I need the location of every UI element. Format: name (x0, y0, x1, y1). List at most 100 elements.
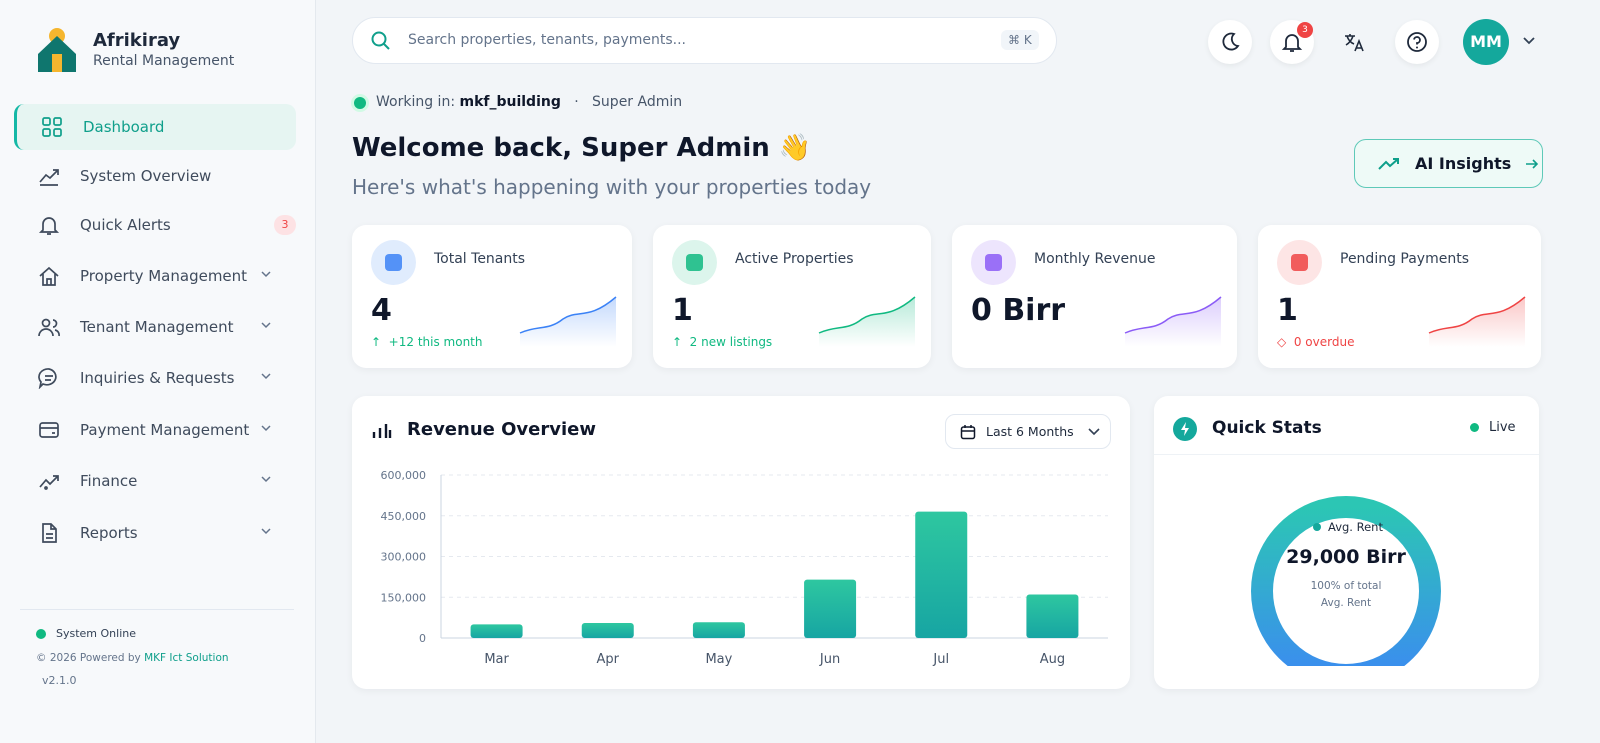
donut (1251, 496, 1441, 666)
stat-card: Total Tenants 4 ↑ +12 this month (352, 225, 632, 368)
copyright: © 2026 Powered by MKF Ict Solution (36, 652, 229, 664)
sparkline (1428, 296, 1526, 347)
revenue-panel: Revenue Overview Last 6 Months 0 150,000 3… (352, 396, 1130, 689)
nav-chevron (261, 322, 271, 329)
stat-glyph (985, 254, 1002, 271)
nav-icon (39, 169, 59, 186)
stat-change: ↑ 2 new listings (672, 335, 773, 349)
nav-item[interactable]: Tenant Management (14, 304, 296, 350)
metric-label: Avg. Rent (1328, 520, 1383, 534)
nav-label: Inquiries & Requests (80, 369, 235, 387)
nav-item[interactable]: Inquiries & Requests (14, 355, 296, 401)
search-icon (371, 31, 390, 50)
avatar[interactable]: MM (1463, 19, 1509, 65)
separator: · (574, 94, 579, 110)
live-label: Live (1489, 420, 1516, 435)
bell-icon (1281, 34, 1303, 52)
notification-badge: 3 (1297, 22, 1313, 38)
stat-glyph (686, 254, 703, 271)
help[interactable] (1395, 20, 1439, 64)
help-icon (1407, 32, 1427, 52)
x-tick-label: Mar (484, 652, 509, 667)
system-status: System Online (56, 627, 136, 640)
search-box[interactable]: Search properties, tenants, payments... … (352, 17, 1057, 64)
chart-title: Revenue Overview (407, 419, 596, 440)
stat-value: 0 Birr (971, 293, 1066, 328)
nav-label: Quick Alerts (80, 216, 171, 234)
metric-value: 29,000 Birr (1286, 546, 1406, 568)
bar (470, 624, 523, 638)
stat-change: ◇ 0 overdue (1277, 335, 1355, 349)
nav-item[interactable]: Quick Alerts 3 (14, 202, 296, 248)
nav-icon (39, 422, 59, 438)
search-placeholder: Search properties, tenants, payments... (408, 32, 687, 48)
page-subtitle: Here's what's happening with your proper… (352, 175, 872, 199)
stat-glyph (1291, 254, 1308, 271)
x-tick-label: Jul (932, 652, 949, 667)
nav-label: Reports (80, 524, 138, 542)
bar (804, 579, 857, 638)
stat-title: Total Tenants (434, 251, 526, 267)
stat-glyph (385, 254, 402, 271)
period-select[interactable]: Last 6 Months (945, 414, 1111, 449)
stat-change: ↑ +12 this month (371, 335, 483, 349)
nav-chevron (261, 425, 271, 432)
context: Working in: mkf_building · Super Admin (376, 94, 682, 110)
y-tick-label: 300,000 (381, 551, 427, 564)
brand: Afrikiray (93, 30, 181, 51)
nav-chevron (261, 271, 271, 278)
stat-title: Active Properties (735, 251, 854, 267)
y-tick-label: 450,000 (381, 510, 427, 523)
nav-item[interactable]: Payment Management (14, 407, 296, 453)
sparkline (519, 296, 617, 347)
nav-item[interactable]: Property Management (14, 253, 296, 299)
nav-icon (38, 318, 60, 337)
quick-stats-panel: Quick Stats Live Avg. Rent 29,000 Birr 1… (1154, 396, 1539, 689)
x-tick-label: May (705, 652, 732, 667)
nav-item[interactable]: Finance (14, 458, 296, 504)
nav-icon (39, 266, 59, 286)
stat-card: Pending Payments 1 ◇ 0 overdue (1258, 225, 1541, 368)
quick-stats-title: Quick Stats (1212, 418, 1322, 438)
nav-item[interactable]: Reports (14, 510, 296, 556)
calendar-icon (960, 424, 976, 439)
stat-value: 1 (1277, 293, 1298, 328)
nav-icon (42, 117, 62, 137)
bar (581, 623, 634, 638)
stat-value: 1 (672, 293, 693, 328)
logo (38, 28, 76, 72)
divider (1154, 454, 1539, 455)
stat-icon (971, 240, 1016, 285)
nav-label: Finance (80, 472, 138, 490)
language[interactable] (1332, 20, 1376, 64)
stat-icon (672, 240, 717, 285)
role: Super Admin (592, 94, 683, 110)
button-label: AI Insights (1415, 154, 1512, 173)
period-chevron (1088, 427, 1100, 435)
translate-icon (1345, 34, 1364, 52)
bolt-badge (1173, 417, 1197, 441)
moon-icon (1222, 32, 1240, 51)
nav-chevron (261, 476, 271, 483)
bar (915, 511, 968, 638)
theme-toggle[interactable] (1208, 20, 1252, 64)
nav-item[interactable]: Dashboard (14, 104, 296, 150)
notifications[interactable]: 3 (1270, 20, 1314, 64)
tagline: Rental Management (93, 53, 235, 69)
page-title: Welcome back, Super Admin 👋 (352, 133, 812, 163)
company: MKF Ict Solution (144, 652, 229, 664)
avatar-chevron[interactable] (1522, 36, 1536, 46)
nav-label: System Overview (80, 167, 212, 185)
workspace: mkf_building (459, 94, 561, 110)
ai-insights-button[interactable]: AI Insights (1354, 139, 1543, 188)
divider (20, 609, 294, 610)
nav-chevron (261, 373, 271, 380)
y-tick-label: 150,000 (381, 591, 427, 604)
arrow-icon (1526, 158, 1539, 169)
nav-label: Tenant Management (80, 318, 234, 336)
context-prefix: Working in: (376, 94, 456, 110)
period-label: Last 6 Months (986, 424, 1074, 439)
nav-item[interactable]: System Overview (14, 153, 296, 199)
donut-ring (1251, 496, 1441, 666)
x-tick-label: Jun (819, 652, 840, 667)
